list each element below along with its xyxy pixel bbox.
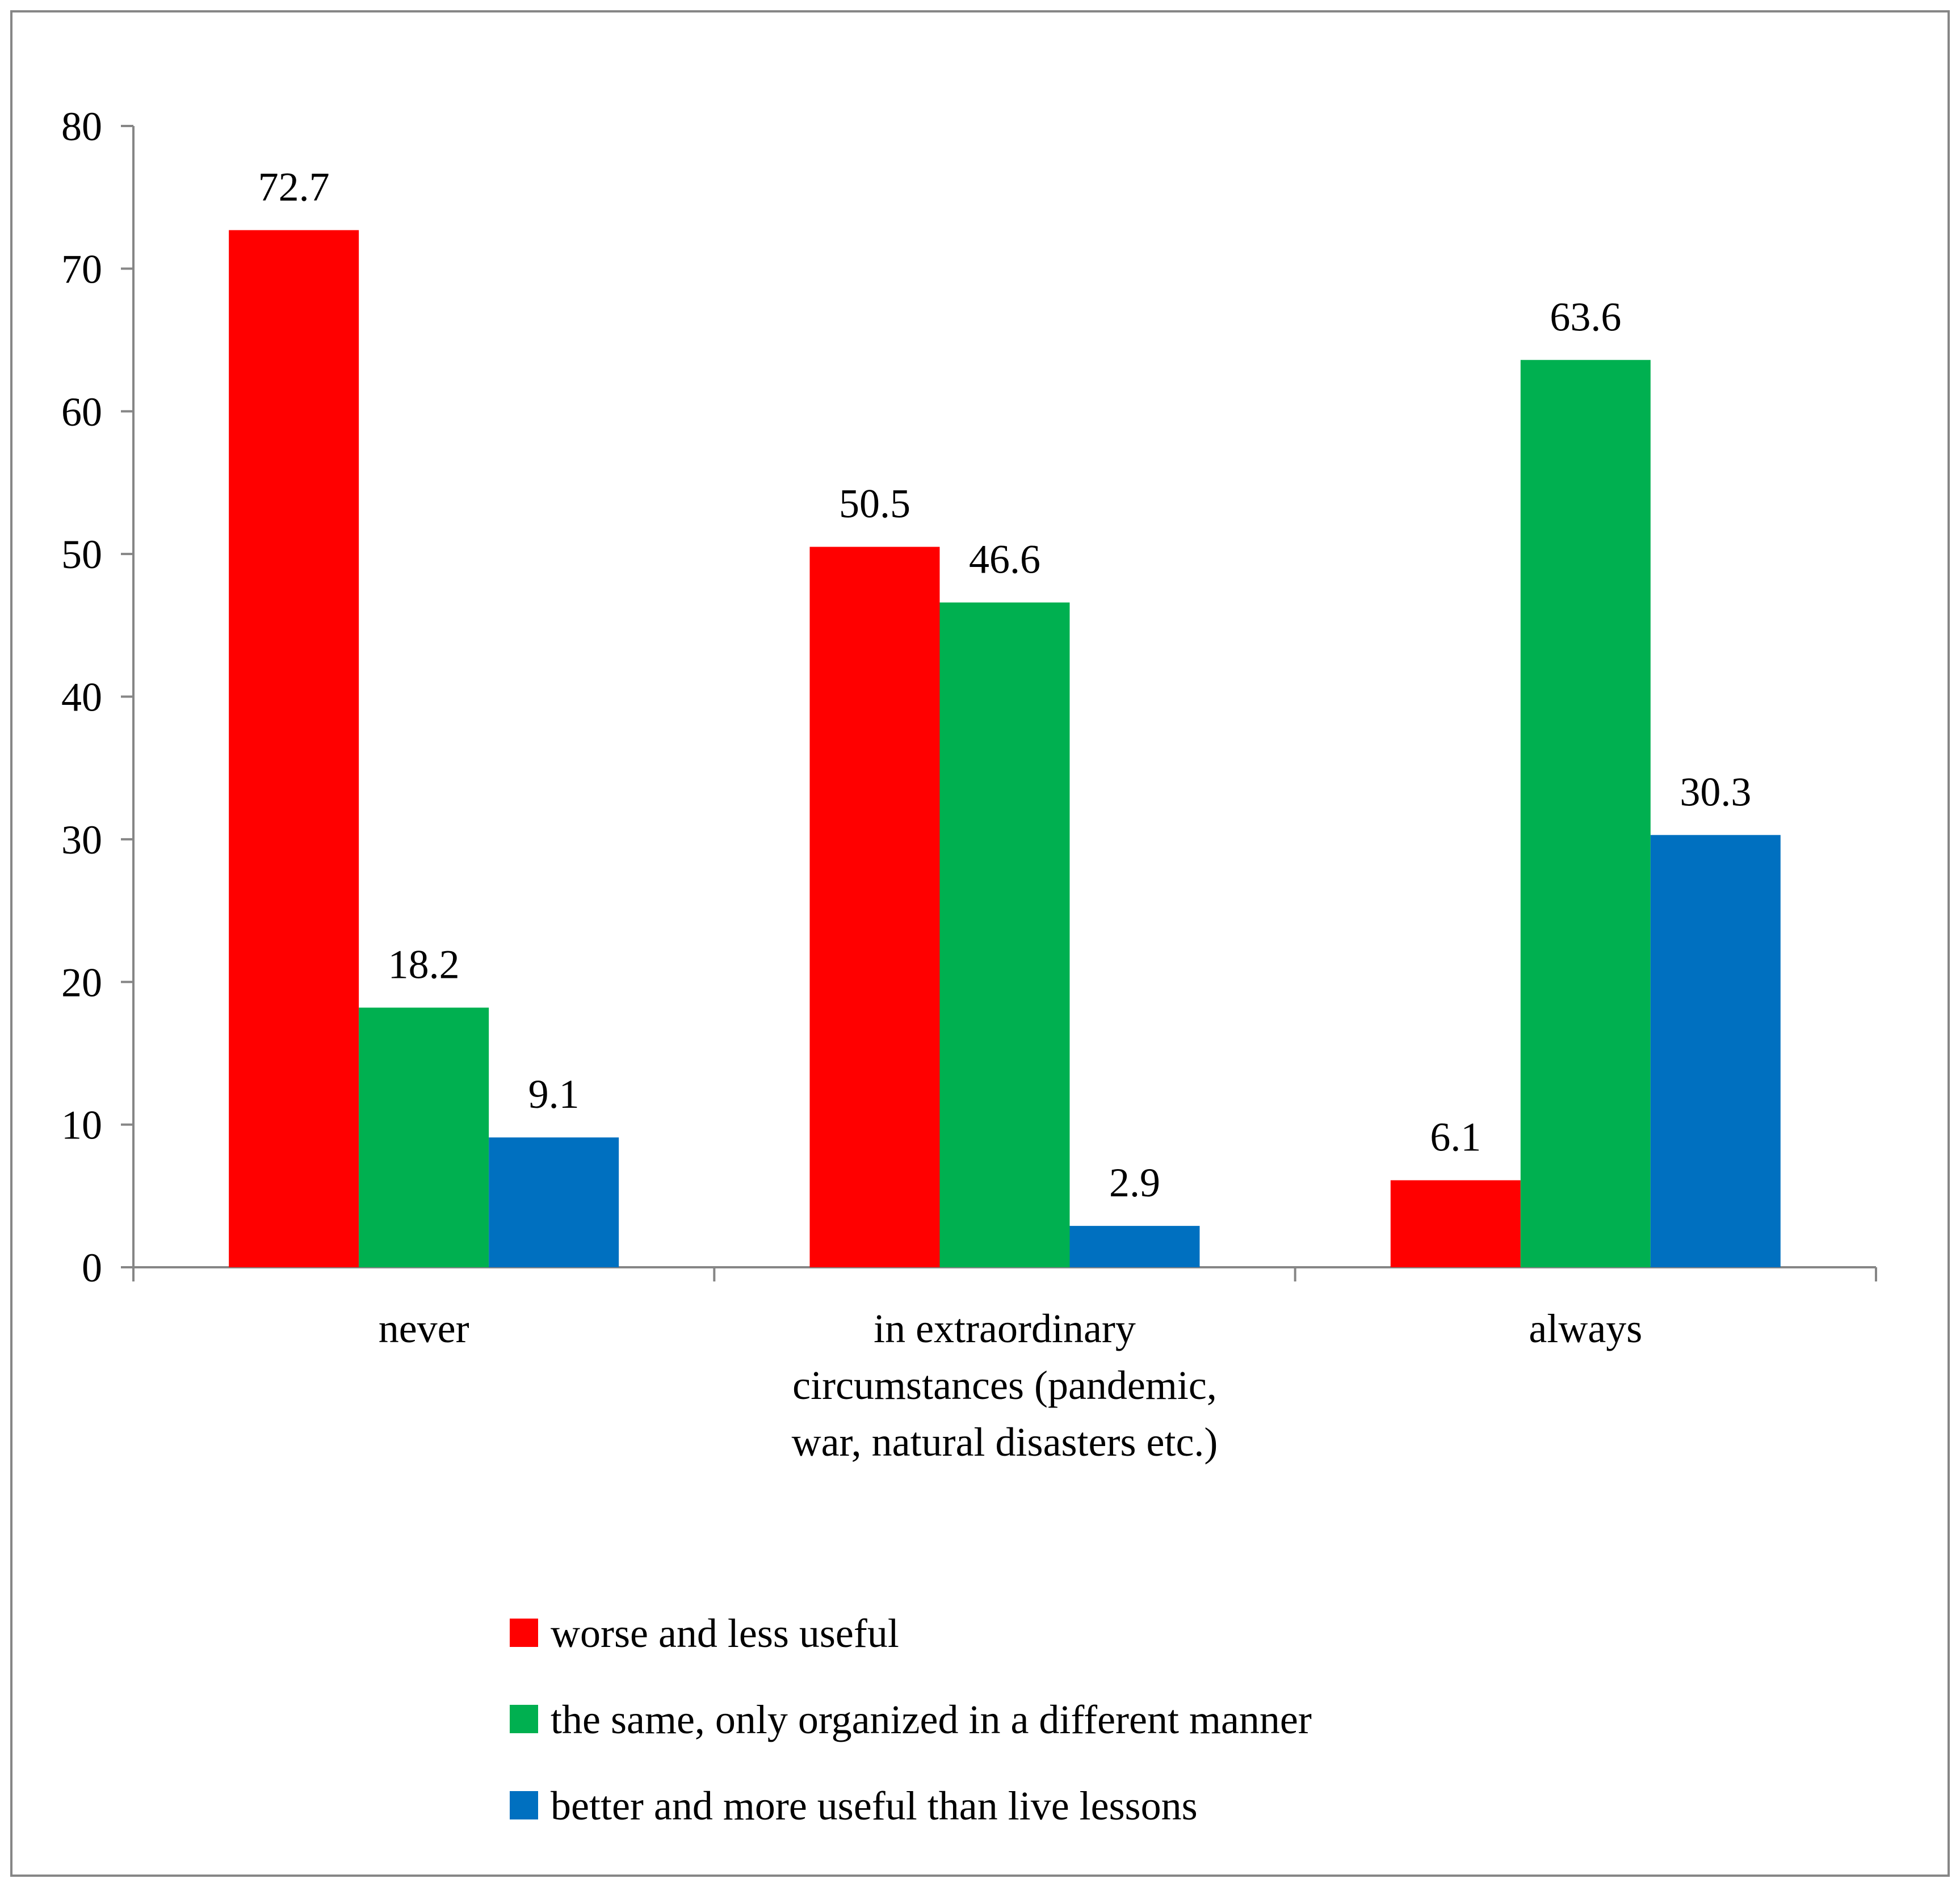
y-tick-label: 0 xyxy=(82,1245,102,1291)
category-label: in extraordinary xyxy=(874,1306,1136,1351)
legend-label: better and more useful than live lessons xyxy=(551,1783,1198,1829)
data-label: 6.1 xyxy=(1430,1115,1481,1160)
data-labels: 72.7 18.2 9.1 50.5 46.6 2.9 6.1 63.6 30.3 xyxy=(258,165,1752,1206)
y-tick-label: 10 xyxy=(61,1103,102,1148)
data-label: 72.7 xyxy=(258,165,330,210)
category-labels: never in extraordinary circumstances (pand… xyxy=(379,1306,1643,1465)
bar xyxy=(939,602,1070,1267)
data-label: 9.1 xyxy=(528,1071,580,1117)
data-label: 50.5 xyxy=(839,481,910,527)
legend-swatch xyxy=(510,1619,538,1647)
data-label: 18.2 xyxy=(388,942,460,987)
category-label: always xyxy=(1529,1306,1642,1351)
y-axis: 0 10 20 30 40 50 60 70 80 xyxy=(61,104,135,1291)
y-tick-label: 50 xyxy=(61,532,102,577)
bar xyxy=(1650,835,1781,1267)
y-tick-label: 60 xyxy=(61,389,102,435)
bar xyxy=(1390,1180,1521,1267)
bar xyxy=(809,547,940,1267)
y-tick-label: 30 xyxy=(61,817,102,863)
legend-swatch xyxy=(510,1705,538,1733)
category-label: war, natural disasters etc.) xyxy=(792,1419,1218,1465)
bar xyxy=(1069,1226,1200,1267)
bars xyxy=(229,230,1781,1267)
category-label: never xyxy=(379,1306,469,1351)
data-label: 2.9 xyxy=(1109,1160,1160,1205)
bar xyxy=(229,230,359,1267)
legend-label: worse and less useful xyxy=(551,1611,899,1656)
legend-label: the same, only organized in a different … xyxy=(551,1697,1312,1742)
bar xyxy=(359,1007,489,1267)
y-tick-label: 20 xyxy=(61,960,102,1005)
bar xyxy=(489,1137,619,1267)
data-label: 30.3 xyxy=(1680,769,1751,814)
y-tick-label: 80 xyxy=(61,104,102,149)
category-label: circumstances (pandemic, xyxy=(792,1363,1217,1408)
y-tick-label: 40 xyxy=(61,675,102,720)
y-tick-label: 70 xyxy=(61,246,102,292)
legend-swatch xyxy=(510,1791,538,1819)
legend: worse and less useful the same, only orga… xyxy=(510,1611,1312,1829)
data-label: 46.6 xyxy=(969,537,1040,582)
data-label: 63.6 xyxy=(1550,294,1621,339)
bar xyxy=(1520,360,1651,1267)
